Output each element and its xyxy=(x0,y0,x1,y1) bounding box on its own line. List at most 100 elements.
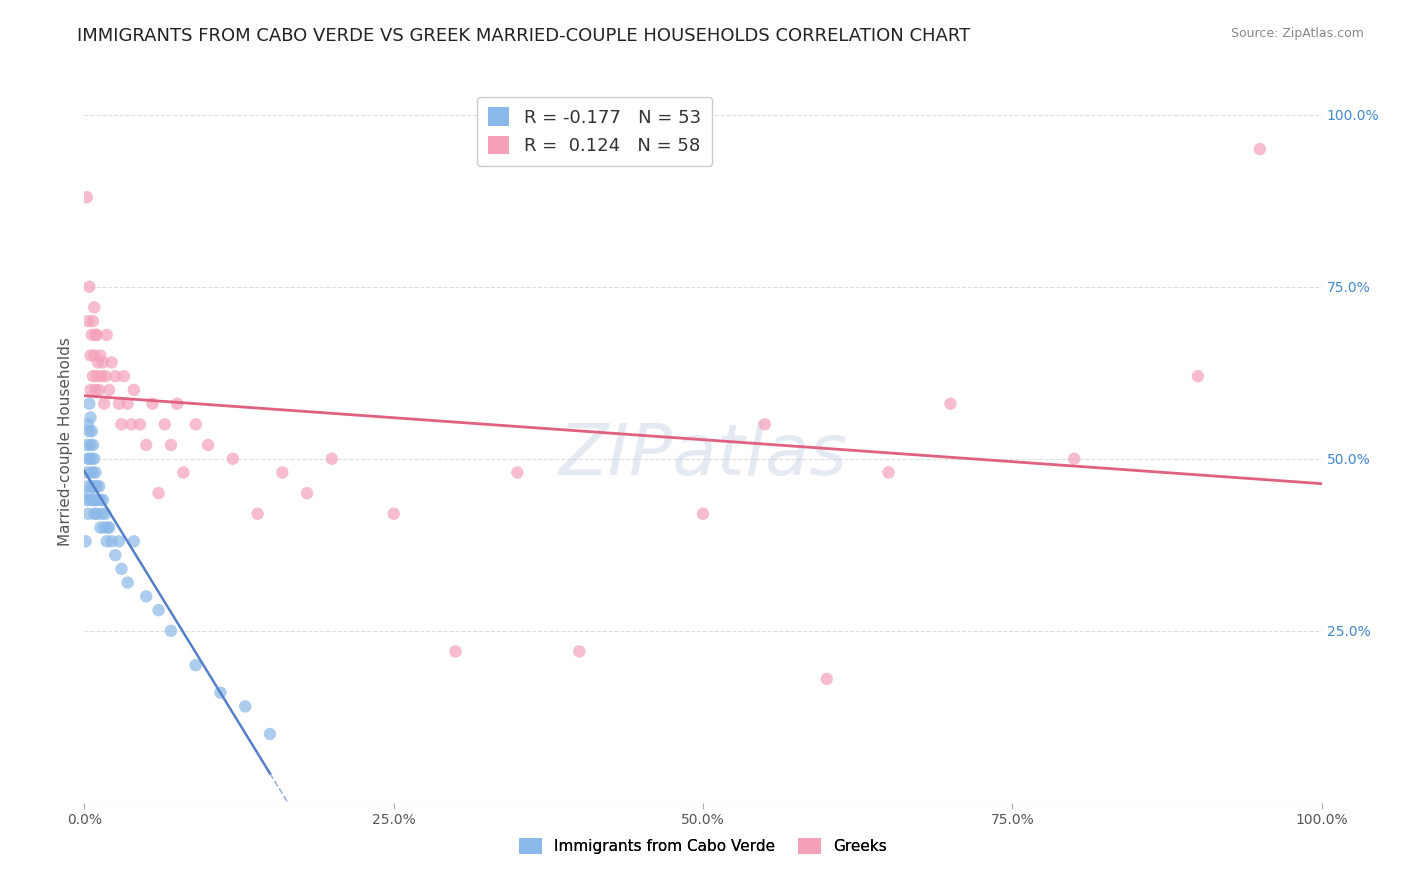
Point xyxy=(692,507,714,521)
Point xyxy=(83,349,105,363)
Point xyxy=(75,534,97,549)
Point xyxy=(259,727,281,741)
Point xyxy=(209,686,232,700)
Point xyxy=(135,590,157,604)
Point xyxy=(87,355,110,369)
Point xyxy=(153,417,176,432)
Point xyxy=(117,575,139,590)
Point xyxy=(98,383,121,397)
Point xyxy=(76,466,98,480)
Point xyxy=(233,699,256,714)
Point xyxy=(86,369,108,384)
Point xyxy=(83,301,105,315)
Point xyxy=(90,507,112,521)
Point xyxy=(568,644,591,658)
Point xyxy=(89,520,111,534)
Point xyxy=(815,672,838,686)
Point xyxy=(83,451,105,466)
Point xyxy=(91,355,114,369)
Point xyxy=(84,327,107,342)
Point xyxy=(80,327,103,342)
Point xyxy=(96,327,118,342)
Point xyxy=(84,466,107,480)
Point xyxy=(1063,451,1085,466)
Point xyxy=(108,397,131,411)
Point xyxy=(86,327,108,342)
Point xyxy=(104,548,127,562)
Point xyxy=(271,466,294,480)
Point xyxy=(79,451,101,466)
Point xyxy=(754,417,776,432)
Point xyxy=(877,466,900,480)
Point xyxy=(1187,369,1209,384)
Point xyxy=(246,507,269,521)
Point xyxy=(84,383,107,397)
Text: Source: ZipAtlas.com: Source: ZipAtlas.com xyxy=(1230,27,1364,40)
Point xyxy=(939,397,962,411)
Point xyxy=(82,466,104,480)
Point xyxy=(98,520,121,534)
Point xyxy=(87,493,110,508)
Point xyxy=(82,493,104,508)
Point xyxy=(122,383,145,397)
Point xyxy=(90,369,112,384)
Point xyxy=(120,417,142,432)
Point xyxy=(184,417,207,432)
Point xyxy=(76,190,98,204)
Point xyxy=(76,438,98,452)
Point xyxy=(382,507,405,521)
Point xyxy=(222,451,245,466)
Point xyxy=(79,397,101,411)
Point xyxy=(82,438,104,452)
Point xyxy=(79,486,101,500)
Point xyxy=(89,349,111,363)
Point xyxy=(172,466,194,480)
Point xyxy=(112,369,135,384)
Point xyxy=(79,410,101,425)
Point xyxy=(82,314,104,328)
Point xyxy=(197,438,219,452)
Point xyxy=(295,486,318,500)
Point xyxy=(83,507,105,521)
Point xyxy=(108,534,131,549)
Point xyxy=(129,417,152,432)
Point xyxy=(94,369,117,384)
Point xyxy=(160,624,183,638)
Point xyxy=(141,397,163,411)
Y-axis label: Married-couple Households: Married-couple Households xyxy=(58,337,73,546)
Point xyxy=(77,314,100,328)
Point xyxy=(100,534,122,549)
Point xyxy=(77,417,100,432)
Point xyxy=(1249,142,1271,156)
Point xyxy=(93,397,115,411)
Point xyxy=(117,397,139,411)
Point xyxy=(80,479,103,493)
Point xyxy=(89,479,111,493)
Point xyxy=(160,438,183,452)
Point xyxy=(506,466,529,480)
Point xyxy=(77,479,100,493)
Point xyxy=(79,279,101,293)
Point xyxy=(110,562,132,576)
Point xyxy=(77,451,100,466)
Point xyxy=(89,383,111,397)
Point xyxy=(86,507,108,521)
Point xyxy=(79,424,101,438)
Point xyxy=(84,493,107,508)
Point xyxy=(79,438,101,452)
Point xyxy=(91,493,114,508)
Point xyxy=(77,507,100,521)
Point xyxy=(96,534,118,549)
Point xyxy=(110,417,132,432)
Point xyxy=(79,383,101,397)
Point xyxy=(93,520,115,534)
Legend: Immigrants from Cabo Verde, Greeks: Immigrants from Cabo Verde, Greeks xyxy=(513,832,893,860)
Point xyxy=(82,369,104,384)
Point xyxy=(79,493,101,508)
Point xyxy=(79,466,101,480)
Point xyxy=(148,603,170,617)
Point xyxy=(89,493,111,508)
Point xyxy=(94,507,117,521)
Point xyxy=(104,369,127,384)
Point xyxy=(86,479,108,493)
